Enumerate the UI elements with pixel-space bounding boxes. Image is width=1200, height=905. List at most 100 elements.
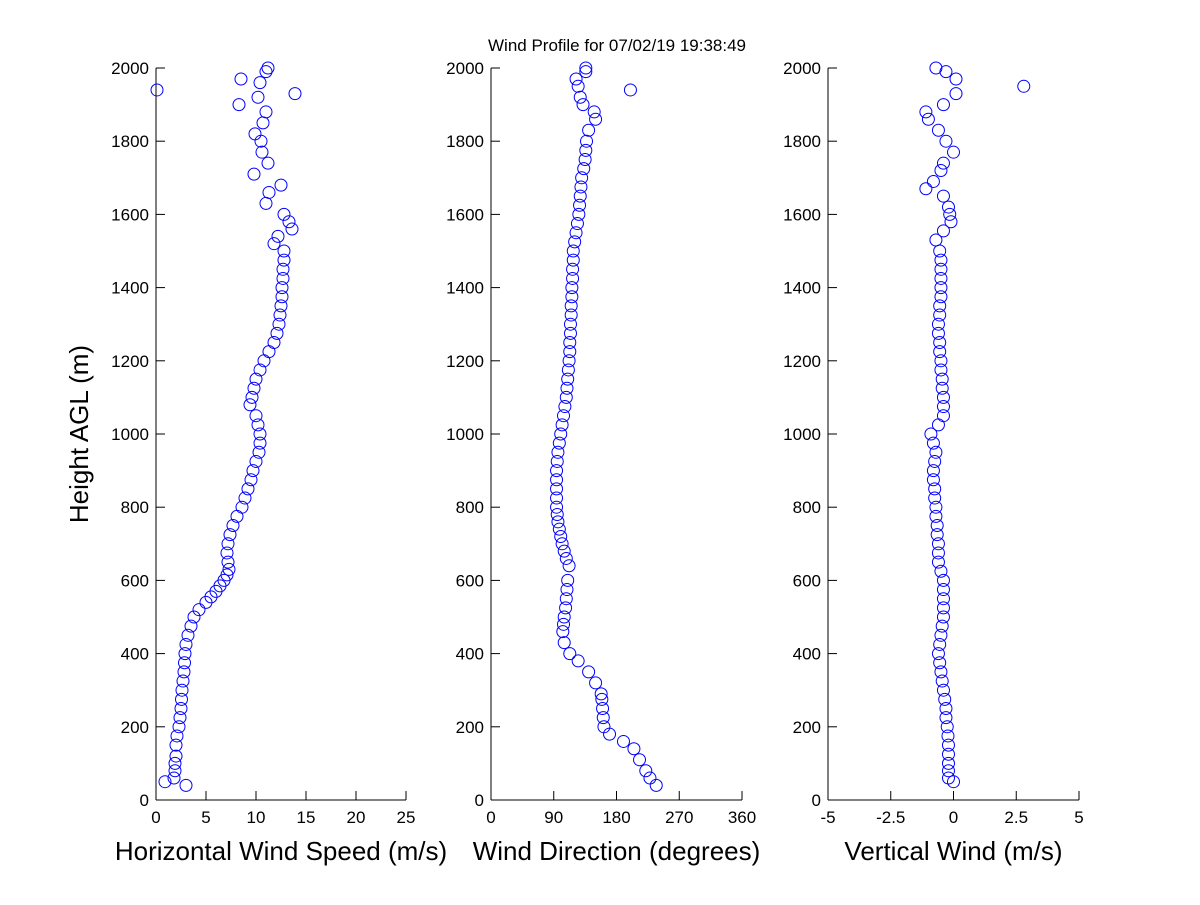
x-tick-label: 15 [297, 808, 316, 827]
data-point [564, 299, 578, 313]
data-point [562, 559, 576, 573]
x-tick-label: -5 [820, 808, 835, 827]
data-point [933, 656, 947, 670]
data-point [272, 317, 286, 331]
data-point [563, 647, 577, 661]
y-tick-label: 0 [475, 791, 484, 810]
data-point [563, 345, 577, 359]
y-tick-label: 0 [140, 791, 149, 810]
data-point [936, 583, 950, 597]
data-point [274, 299, 288, 313]
data-point [926, 473, 940, 487]
data-point [633, 753, 647, 767]
data-point [559, 592, 573, 606]
data-point [573, 90, 587, 104]
data-point [936, 400, 950, 414]
data-point [570, 217, 584, 231]
data-point [575, 171, 589, 185]
data-point [270, 326, 284, 340]
data-point [221, 555, 235, 569]
x-axis-label: Wind Direction (degrees) [473, 836, 761, 866]
y-tick-label: 0 [812, 791, 821, 810]
data-point [271, 229, 285, 243]
data-point [222, 562, 236, 576]
data-point [941, 200, 955, 214]
data-point [175, 692, 188, 706]
data-point [560, 583, 574, 597]
data-point [587, 105, 601, 119]
data-point [616, 734, 630, 748]
y-tick-label: 1400 [446, 279, 484, 298]
data-point [558, 400, 572, 414]
data-point [931, 537, 945, 551]
y-tick-label: 1000 [111, 425, 149, 444]
data-point [569, 72, 583, 86]
data-point [179, 778, 193, 792]
data-point [941, 756, 955, 770]
data-point [173, 711, 187, 725]
data-point [172, 720, 186, 734]
data-point [574, 180, 588, 194]
data-point [248, 127, 262, 141]
y-tick-label: 600 [456, 571, 484, 590]
data-point [933, 308, 947, 322]
data-point [550, 508, 564, 522]
data-point [939, 711, 953, 725]
data-point [275, 290, 289, 304]
data-point [931, 123, 945, 137]
data-point [933, 345, 947, 359]
data-point [267, 336, 281, 349]
data-point [934, 163, 948, 177]
data-point [245, 390, 259, 404]
data-point [276, 262, 290, 276]
data-point [929, 445, 943, 459]
data-point [566, 262, 580, 276]
data-point [249, 409, 263, 423]
data-point [566, 253, 580, 267]
data-point [576, 98, 590, 112]
data-point [557, 544, 571, 558]
data-point [243, 398, 257, 412]
data-point [580, 134, 594, 148]
data-point [221, 537, 235, 551]
data-point [627, 742, 641, 756]
y-tick-label: 600 [793, 571, 821, 590]
data-point [597, 720, 611, 734]
data-point [931, 555, 945, 569]
data-point [563, 326, 577, 340]
data-point [187, 610, 201, 624]
data-point [938, 692, 952, 706]
y-tick-label: 1600 [111, 205, 149, 224]
data-point [935, 372, 949, 386]
x-tick-label: 5 [1074, 808, 1083, 827]
data-point [928, 454, 942, 468]
data-point [561, 372, 575, 386]
data-point [177, 665, 191, 679]
data-point [261, 156, 275, 170]
data-point [277, 253, 291, 267]
data-point [571, 79, 585, 93]
data-point [562, 354, 576, 368]
data-point [941, 771, 955, 785]
data-point [935, 619, 949, 633]
data-point [934, 290, 948, 304]
data-point [947, 145, 960, 159]
data-point [931, 317, 945, 331]
data-point [561, 363, 575, 377]
data-point [643, 771, 657, 785]
data-point [554, 529, 568, 543]
data-point [253, 436, 267, 450]
data-point [251, 418, 265, 432]
data-point [213, 579, 227, 593]
data-point [565, 290, 579, 304]
data-point [933, 244, 947, 258]
data-point [566, 271, 580, 285]
y-tick-label: 200 [456, 718, 484, 737]
y-tick-label: 1200 [111, 352, 149, 371]
y-tick-label: 1600 [783, 205, 821, 224]
y-tick-label: 800 [456, 498, 484, 517]
data-point [572, 207, 586, 221]
data-point [939, 65, 953, 79]
data-point [246, 464, 260, 478]
data-point [178, 647, 192, 661]
